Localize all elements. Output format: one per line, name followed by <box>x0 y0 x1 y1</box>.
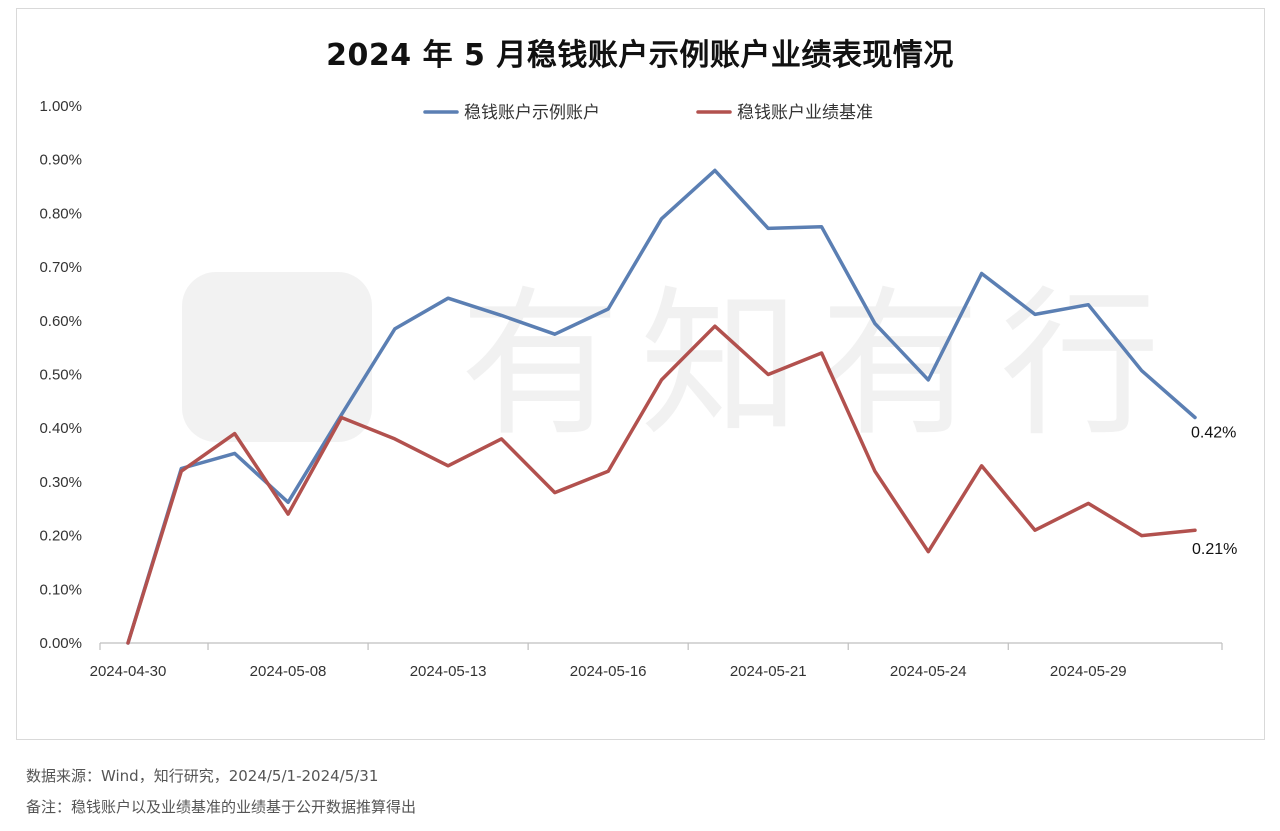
y-tick-label: 0.10% <box>39 581 82 598</box>
x-tick-label: 2024-05-16 <box>570 663 647 680</box>
y-tick-label: 0.00% <box>39 635 82 652</box>
y-tick-label: 0.60% <box>39 313 82 330</box>
svg-text:有知有行: 有知有行 <box>460 271 1180 458</box>
y-tick-label: 0.80% <box>39 205 82 222</box>
x-tick-label: 2024-05-13 <box>410 663 487 680</box>
watermark: 有知有行 <box>182 271 1180 458</box>
x-tick-label: 2024-05-21 <box>730 663 807 680</box>
source-note: 数据来源：Wind，知行研究，2024/5/1-2024/5/31 <box>26 767 379 785</box>
y-tick-label: 0.90% <box>39 152 82 169</box>
line-chart: 有知有行 0.00% 0.10% 0.20% 0.30% 0.40% 0.50% 0.60%… <box>39 98 1237 680</box>
legend-label-1: 稳钱账户示例账户 <box>464 103 600 123</box>
y-tick-label: 0.70% <box>39 259 82 276</box>
x-tick-label: 2024-05-29 <box>1050 663 1127 680</box>
series-line-2 <box>126 324 1197 645</box>
end-value-label-1: 0.42% <box>1191 424 1236 441</box>
series-line-1 <box>126 168 1197 645</box>
x-tick-label: 2024-04-30 <box>90 663 167 680</box>
x-tick-label: 2024-05-08 <box>250 663 327 680</box>
y-tick-label: 1.00% <box>39 98 82 115</box>
y-tick-label: 0.20% <box>39 528 82 545</box>
y-tick-label: 0.40% <box>39 420 82 437</box>
chart-frame <box>16 8 1265 740</box>
y-tick-label: 0.30% <box>39 474 82 491</box>
chart-title: 2024 年 5 月稳钱账户示例账户业绩表现情况 <box>326 38 954 73</box>
end-value-label-2: 0.21% <box>1192 541 1237 558</box>
x-tick-label: 2024-05-24 <box>890 663 967 680</box>
legend-label-2: 稳钱账户业绩基准 <box>737 103 873 123</box>
y-tick-label: 0.50% <box>39 367 82 384</box>
remark-note: 备注：稳钱账户以及业绩基准的业绩基于公开数据推算得出 <box>26 798 417 816</box>
